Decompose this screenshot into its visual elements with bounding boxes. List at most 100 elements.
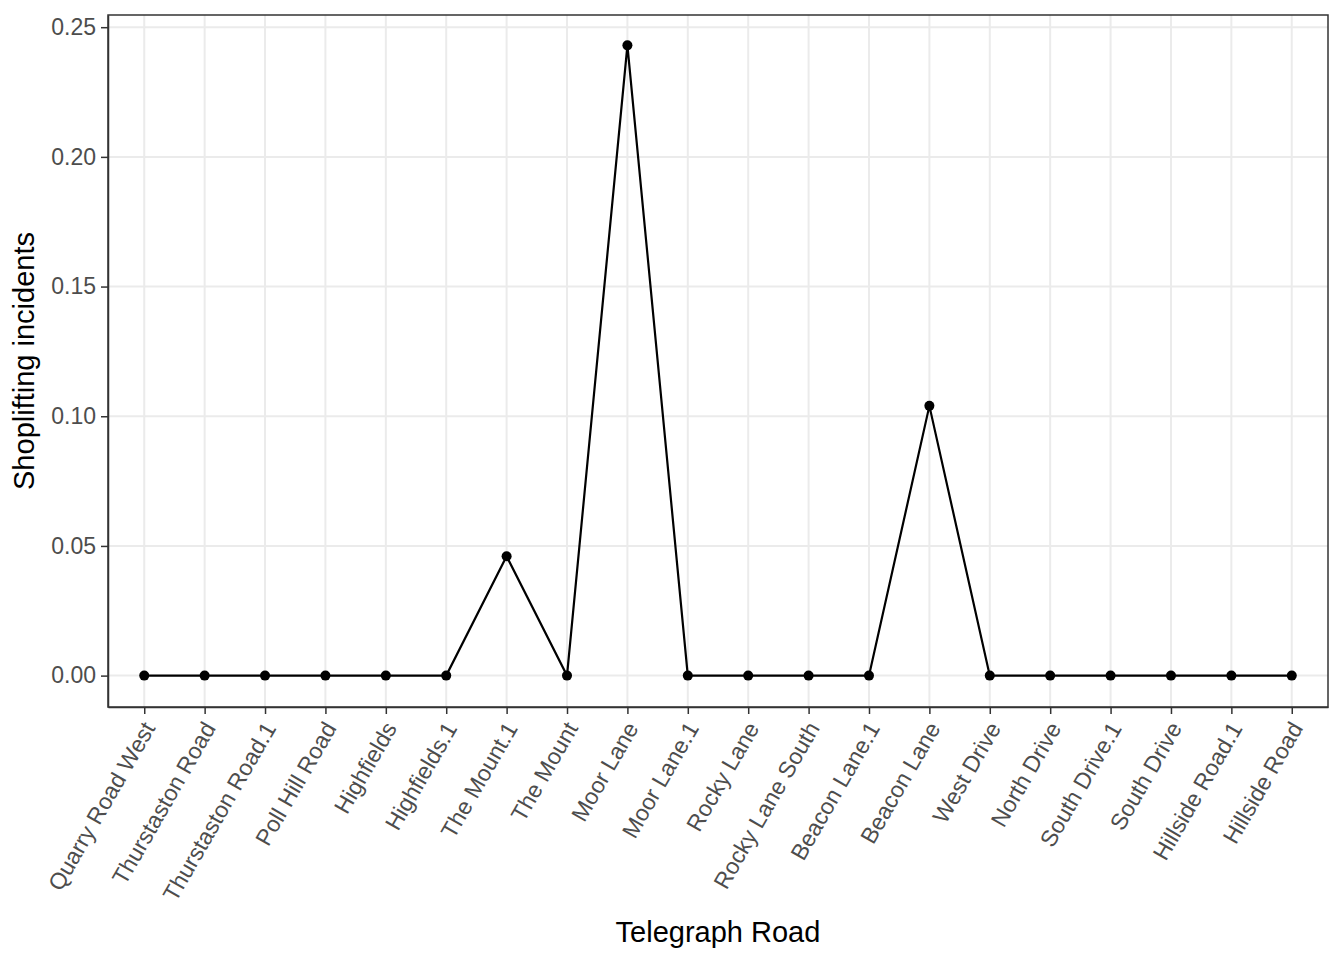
tick-mark (567, 707, 569, 714)
point (1106, 671, 1116, 681)
tick-mark (1171, 707, 1173, 714)
grid-line (324, 15, 326, 707)
tick-label: 0.10 (51, 403, 96, 429)
tick-mark (929, 707, 931, 714)
point (804, 671, 814, 681)
x-axis-title: Telegraph Road (616, 916, 821, 948)
tick-mark (688, 707, 690, 714)
grid-line (1170, 15, 1172, 707)
tick: The Mount.1 (436, 707, 523, 842)
tick-mark (1050, 707, 1052, 714)
point (1226, 671, 1236, 681)
grid-line (928, 15, 930, 707)
grid-line (989, 15, 991, 707)
tick: Thurstaston Road.1 (158, 707, 282, 905)
grid-line (687, 15, 689, 707)
tick-mark (101, 286, 108, 288)
point (985, 671, 995, 681)
tick-label: Rocky Lane South (708, 718, 824, 894)
grid-line (747, 15, 749, 707)
tick: 0.05 (51, 533, 108, 559)
tick-label: 0.25 (51, 14, 96, 40)
tick-mark (627, 707, 629, 714)
tick-label: Thurstaston Road.1 (158, 718, 282, 906)
grid-line (108, 545, 1328, 547)
tick-label: 0.15 (51, 273, 96, 299)
tick-label: 0.00 (51, 662, 96, 688)
tick-mark (101, 416, 108, 418)
tick: 0.15 (51, 273, 108, 299)
tick-mark (265, 707, 267, 714)
grid-line (1110, 15, 1112, 707)
grid-line (1049, 15, 1051, 707)
grid-line (445, 15, 447, 707)
y-axis-title: Shoplifting incidents (8, 232, 40, 490)
tick-mark (869, 707, 871, 714)
tick: Poll Hill Road (250, 707, 342, 850)
point (502, 551, 512, 561)
tick-mark (808, 707, 810, 714)
tick-label: Quarry Road West (43, 717, 161, 895)
point (320, 671, 330, 681)
grid-line (1291, 15, 1293, 707)
tick-mark (101, 157, 108, 159)
grid-line (264, 15, 266, 707)
tick-label: Poll Hill Road (250, 718, 342, 851)
tick-mark (446, 707, 448, 714)
x-axis: Quarry Road WestThurstaston RoadThurstas… (43, 707, 1329, 905)
point (562, 671, 572, 681)
grid-line (143, 15, 145, 707)
panel-border (108, 15, 1328, 707)
tick-mark (1231, 707, 1233, 714)
grid-line (385, 15, 387, 707)
tick-mark (990, 707, 992, 714)
grid-line (108, 415, 1328, 417)
chart: 0.00 0.05 0.10 0.15 0.20 0.25 Quarry Road West… (0, 0, 1344, 960)
plot: 0.00 0.05 0.10 0.15 0.20 0.25 Quarry Road West… (43, 14, 1329, 905)
tick: Beacon Lane (855, 707, 945, 848)
tick-label: 0.05 (51, 533, 96, 559)
tick-label: Hillside Road (1218, 718, 1308, 848)
point (441, 671, 451, 681)
point (622, 40, 632, 50)
tick-mark (325, 707, 327, 714)
tick: 0.25 (51, 14, 108, 40)
grid-line (204, 15, 206, 707)
point (864, 671, 874, 681)
grid-line (108, 286, 1328, 288)
point (743, 671, 753, 681)
point (1166, 671, 1176, 681)
tick: 0.00 (51, 662, 108, 688)
grid-line (1230, 15, 1232, 707)
tick-mark (101, 546, 108, 548)
tick-mark (101, 675, 108, 677)
data-layer (139, 40, 1297, 680)
tick-mark (506, 707, 508, 714)
y-axis: 0.00 0.05 0.10 0.15 0.20 0.25 (51, 14, 108, 707)
tick-mark (204, 707, 206, 714)
point (139, 671, 149, 681)
point (1045, 671, 1055, 681)
grid-line (506, 15, 508, 707)
point (381, 671, 391, 681)
tick-mark (101, 27, 108, 29)
point (260, 671, 270, 681)
tick: 0.10 (51, 403, 108, 429)
grid-line (108, 26, 1328, 28)
tick-label: The Mount.1 (436, 718, 523, 843)
tick-label: 0.20 (51, 144, 96, 170)
tick-mark (748, 707, 750, 714)
tick-mark (1110, 707, 1112, 714)
tick-mark (144, 707, 146, 714)
point (924, 401, 934, 411)
tick: Hillside Road (1218, 707, 1308, 848)
grid-line (808, 15, 810, 707)
axis-line (109, 707, 1329, 709)
line (144, 45, 1292, 675)
tick-mark (386, 707, 388, 714)
grid-line (868, 15, 870, 707)
grid-line (626, 15, 628, 707)
tick: South Drive.1 (1034, 707, 1126, 851)
point (683, 671, 693, 681)
tick-label: Beacon Lane (855, 718, 945, 848)
